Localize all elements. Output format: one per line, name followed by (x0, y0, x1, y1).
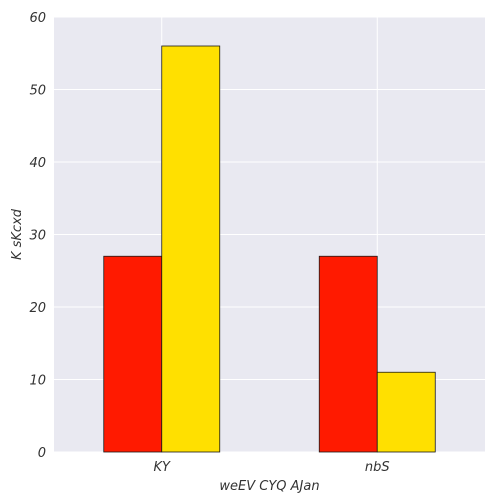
y-tick-label: 40 (29, 156, 46, 171)
y-tick-label: 30 (29, 229, 46, 244)
y-axis-ticks: 0 10 20 30 40 50 60 (29, 11, 46, 461)
y-tick-label: 20 (29, 301, 46, 316)
bar-series1-nbS (318, 255, 378, 453)
x-tick-label: KY (154, 460, 172, 475)
bars (103, 45, 436, 453)
x-axis-ticks: KY nbS (154, 460, 390, 475)
y-tick-label: 50 (29, 84, 46, 99)
y-tick-label: 60 (29, 11, 46, 26)
bar-series2-KY (161, 45, 221, 453)
x-tick-label: nbS (365, 460, 390, 475)
bar-series2-nbS (376, 371, 436, 453)
bar-series1-KY (103, 255, 163, 453)
x-axis-label: weEV CYQ AJan (219, 479, 319, 494)
y-tick-label: 0 (38, 446, 46, 461)
y-axis-label: K sKcxd (10, 208, 25, 260)
y-tick-label: 10 (29, 374, 46, 389)
